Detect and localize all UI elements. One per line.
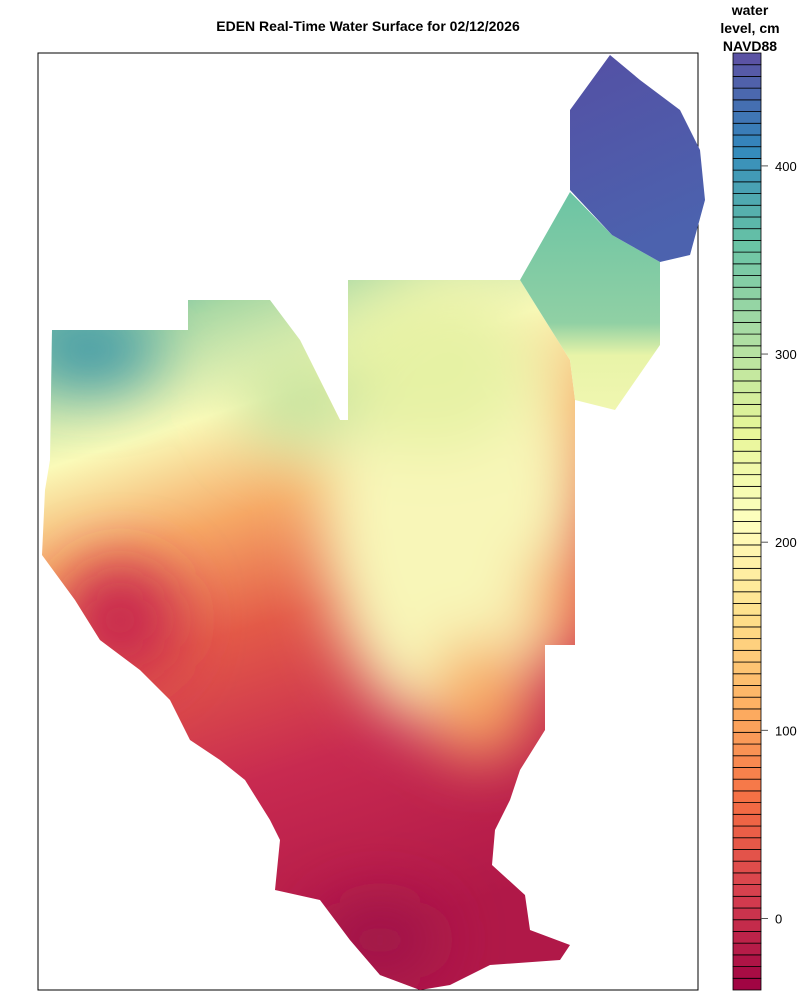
colorbar-band [732, 427, 762, 440]
colorbar-band [732, 931, 762, 944]
colorbar-band [732, 720, 762, 733]
main-surface-region [42, 280, 575, 990]
colorbar-band [732, 122, 762, 136]
colorbar-band [732, 708, 762, 722]
colorbar-band [732, 251, 762, 265]
colorbar-band [732, 509, 762, 522]
colorbar-band [732, 755, 762, 768]
colorbar-band [732, 474, 762, 487]
colorbar-band [732, 298, 762, 312]
colorbar-band [732, 462, 762, 476]
colorbar-tick-label: 300 [775, 347, 797, 362]
colorbar-band [732, 743, 762, 757]
colorbar-band [732, 802, 762, 815]
colorbar-band [732, 849, 762, 862]
legend-title-line: level, cm [720, 20, 780, 36]
colorbar-band [732, 357, 762, 370]
colorbar-band [732, 884, 762, 897]
colorbar-band [732, 193, 762, 206]
colorbar-band [732, 872, 762, 885]
colorbar-band [732, 228, 762, 241]
colorbar-band [732, 310, 762, 323]
colorbar-band [732, 603, 762, 616]
colorbar-band [732, 521, 762, 534]
colorbar-band [732, 942, 762, 956]
colorbar-band [732, 321, 762, 335]
colorbar-band [732, 532, 762, 546]
colorbar-band [732, 731, 762, 745]
colorbar-band [732, 333, 762, 347]
colorbar-band [732, 158, 762, 171]
colorbar-band [732, 825, 762, 839]
colorbar-band [732, 392, 762, 405]
colorbar-band [732, 767, 762, 780]
colorbar-band [732, 673, 762, 686]
colorbar-band [732, 216, 762, 230]
colorbar-band [732, 579, 762, 593]
colorbar-band [732, 977, 762, 991]
colorbar-band [732, 544, 762, 558]
colorbar-band [732, 76, 762, 89]
map-title: EDEN Real-Time Water Surface for 02/12/2… [216, 18, 520, 34]
colorbar-band [732, 415, 762, 429]
colorbar-band [732, 368, 762, 382]
colorbar-band [732, 907, 762, 921]
colorbar-band [732, 661, 762, 675]
colorbar-band [732, 591, 762, 604]
colorbar-band [732, 169, 762, 183]
legend-title-line: water [731, 2, 769, 18]
colorbar-band [732, 380, 762, 394]
colorbar-band [732, 263, 762, 276]
colorbar-band [732, 614, 762, 628]
colorbar-band [732, 134, 762, 148]
colorbar-band [732, 895, 762, 909]
colorbar-band [732, 497, 762, 511]
legend-title-line: NAVD88 [722, 38, 778, 54]
colorbar-band [732, 790, 762, 804]
colorbar-band [732, 146, 762, 159]
colorbar-tick-label: 200 [775, 535, 797, 550]
colorbar-band [732, 778, 762, 792]
colorbar-band [732, 954, 762, 967]
colorbar-band [732, 966, 762, 979]
northeast-middle-region [520, 192, 660, 410]
colorbar-band [732, 99, 762, 112]
colorbar-band [732, 275, 762, 288]
colorbar-tick-label: 400 [775, 159, 797, 174]
colorbar-tick-label: 0 [775, 912, 782, 927]
colorbar-band [732, 813, 762, 827]
colorbar-band [732, 556, 762, 569]
plot-frame [37, 52, 699, 991]
colorbar [732, 52, 762, 991]
colorbar-band [732, 626, 762, 640]
colorbar-band [732, 567, 762, 581]
colorbar-band [732, 485, 762, 499]
colorbar-band [732, 52, 762, 66]
colorbar-band [732, 696, 762, 710]
colorbar-band [732, 649, 762, 663]
colorbar-band [732, 685, 762, 698]
colorbar-band [732, 286, 762, 300]
colorbar-band [732, 403, 762, 417]
colorbar-ticks: 0 100 200 300 400 [761, 159, 797, 927]
colorbar-tick-label: 100 [775, 723, 797, 738]
colorbar-band [732, 860, 762, 874]
colorbar-band [732, 181, 762, 194]
colorbar-band [732, 919, 762, 932]
colorbar-band [732, 239, 762, 253]
colorbar-band [732, 450, 762, 464]
colorbar-band [732, 638, 762, 651]
colorbar-band [732, 204, 762, 218]
colorbar-band [732, 837, 762, 850]
northeast-region [570, 55, 705, 262]
colorbar-band [732, 439, 762, 452]
colorbar-band [732, 345, 762, 358]
colorbar-band [732, 87, 762, 101]
colorbar-band [732, 64, 762, 77]
colorbar-band [732, 111, 762, 124]
legend-title: water level, cm NAVD88 [700, 1, 800, 55]
